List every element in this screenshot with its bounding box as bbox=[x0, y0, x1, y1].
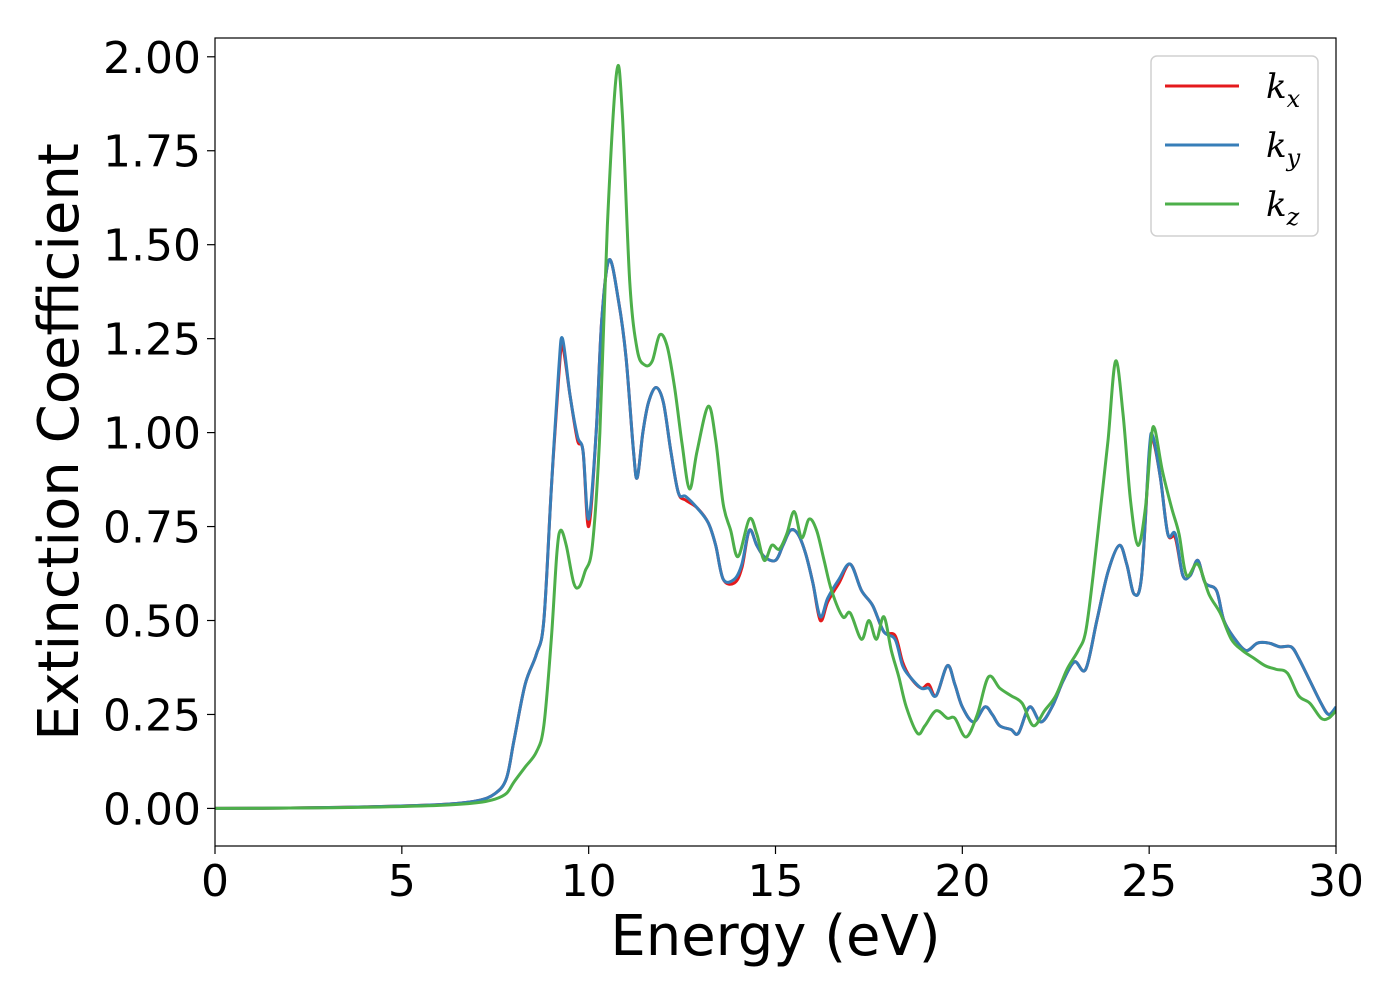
legend-label-ky: ky bbox=[1266, 126, 1301, 172]
y-axis-label: Extinction Coefficient bbox=[27, 143, 92, 741]
y-tick-label: 1.75 bbox=[103, 127, 201, 178]
x-axis-label: Energy (eV) bbox=[610, 904, 940, 969]
series-layer bbox=[215, 63, 1336, 810]
y-tick-label: 0.50 bbox=[103, 597, 201, 648]
y-axis: 0.00 0.25 0.50 0.75 1.00 1.25 1.50 1.75 2.00 bbox=[103, 33, 215, 835]
legend-label-kx: kx bbox=[1266, 67, 1301, 113]
y-tick-label: 1.50 bbox=[103, 221, 201, 272]
x-tick-label: 0 bbox=[201, 856, 229, 907]
x-tick-label: 5 bbox=[388, 856, 416, 907]
y-tick-label: 0.25 bbox=[103, 690, 201, 741]
x-tick-label: 15 bbox=[748, 856, 804, 907]
legend: kx ky kz bbox=[1150, 55, 1319, 237]
y-tick-label: 2.00 bbox=[103, 33, 201, 84]
y-tick-label: 0.75 bbox=[103, 503, 201, 554]
series-line-kz bbox=[215, 63, 1336, 810]
y-tick-label: 1.00 bbox=[103, 409, 201, 460]
x-tick-label: 25 bbox=[1121, 856, 1177, 907]
x-axis: 0 5 10 15 20 25 30 bbox=[201, 846, 1364, 907]
legend-label-kz: kz bbox=[1266, 185, 1300, 231]
x-tick-label: 20 bbox=[934, 856, 990, 907]
x-tick-label: 10 bbox=[561, 856, 617, 907]
y-tick-label: 0.00 bbox=[103, 784, 201, 835]
series-line-ky bbox=[215, 258, 1336, 810]
x-tick-label: 30 bbox=[1308, 856, 1364, 907]
y-tick-label: 1.25 bbox=[103, 315, 201, 366]
